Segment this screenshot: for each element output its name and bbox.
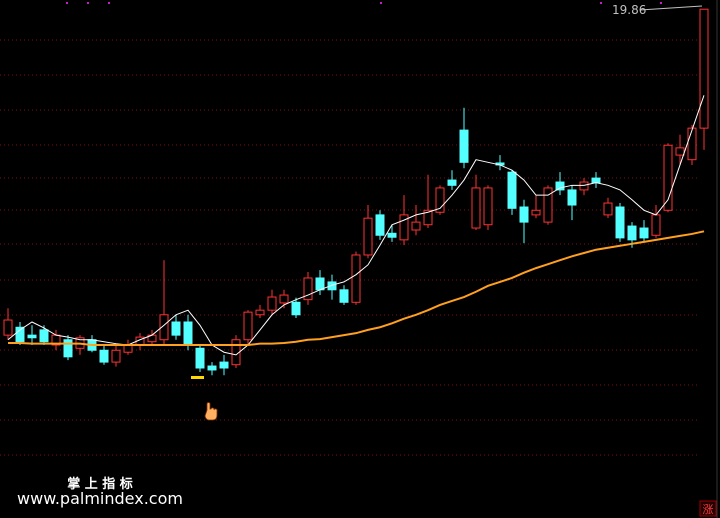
candle-body [375,214,385,236]
candle-body [675,147,685,156]
candle-body [3,319,13,336]
candle-body [171,321,181,336]
candle-body [627,225,637,241]
candle-body [363,217,373,256]
candle-body [303,277,313,301]
candle-body [183,321,193,346]
candle-body [339,289,349,303]
candle-body [555,181,565,191]
candle-body [291,301,301,316]
moving-average [8,230,705,346]
top-dots [66,2,662,4]
candle-body [327,281,337,291]
badge[interactable]: 涨 [703,503,714,516]
watermark-url: www.palmindex.com [17,489,183,508]
candle-body [615,206,625,239]
candle-body [63,339,73,358]
candle-body [231,339,241,366]
signal-mark [191,376,204,379]
candle-body [243,311,253,341]
candle-body [435,187,445,213]
hand-cursor [204,402,218,421]
candle-body [159,314,169,341]
candle-body [267,296,277,311]
candle-body [387,232,397,238]
candle-body [447,179,457,186]
dot [66,2,68,4]
candle-body [567,189,577,206]
max-label: 19.86 [612,3,646,17]
candle-body [255,309,265,316]
candle-body [531,209,541,216]
candle-body [507,171,517,209]
candle-body [411,221,421,231]
candle-body [543,187,553,223]
max-arrow [639,5,703,11]
candle-body [663,144,673,211]
watermark-title: 掌 上 指 标 [67,476,133,492]
candle-body [279,294,289,304]
candle-body [459,129,469,163]
badge-box[interactable] [699,500,717,517]
candle-body [99,349,109,363]
candle-body [639,227,649,239]
dot [380,2,382,4]
candle-body [651,214,661,236]
candle-body [315,277,325,291]
candle-body [519,206,529,223]
candle-body [27,334,37,339]
candle-body [687,127,697,161]
candle-body [219,361,229,369]
candle-body [123,344,133,353]
candle-body [399,214,409,241]
dot [87,2,89,4]
candle-body [471,187,481,229]
candle-body [699,8,709,129]
dot [660,2,662,4]
candle-body [15,326,25,343]
candle-body [591,177,601,184]
candle-body [603,202,613,216]
candle-body [39,329,49,343]
candle-body [207,365,217,371]
plot [3,8,709,376]
dot [600,2,602,4]
candle-body [483,187,493,226]
candle-body [423,209,433,226]
candle-body [195,347,205,369]
candle-body [111,349,121,363]
dot [108,2,110,4]
candle-body [579,181,589,191]
candle-body [351,254,361,303]
